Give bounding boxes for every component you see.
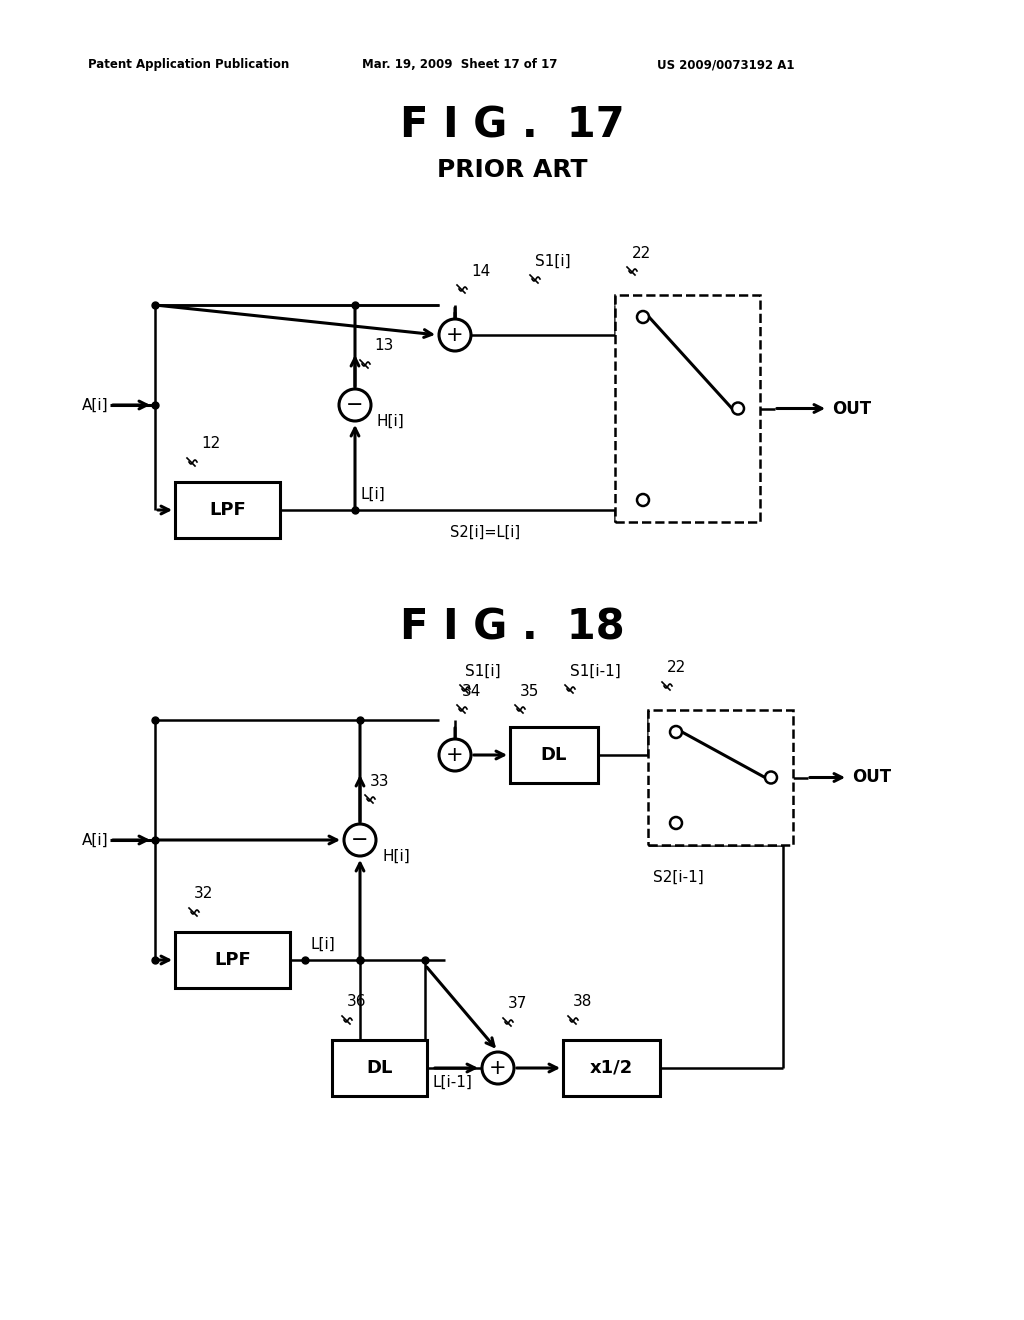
Text: +: + [446,325,464,345]
Bar [332,1040,427,1096]
Text: 38: 38 [573,994,592,1010]
Text: OUT: OUT [852,768,891,787]
Circle shape [482,1052,514,1084]
Text: A[i]: A[i] [81,833,108,847]
Bar [648,710,793,845]
Text: 13: 13 [374,338,393,354]
Text: H[i]: H[i] [377,413,404,429]
Text: S2[i-1]: S2[i-1] [653,870,703,884]
Text: F I G .  17: F I G . 17 [399,106,625,147]
Circle shape [439,739,471,771]
Text: 14: 14 [471,264,490,279]
Text: 12: 12 [201,437,220,451]
Text: 37: 37 [508,997,527,1011]
Text: L[i]: L[i] [310,936,335,952]
Text: 22: 22 [667,660,686,676]
Circle shape [344,824,376,855]
Text: 33: 33 [370,774,389,788]
Text: +: + [489,1059,507,1078]
Text: Patent Application Publication: Patent Application Publication [88,58,289,71]
Text: H[i]: H[i] [382,849,410,863]
Circle shape [670,817,682,829]
Text: US 2009/0073192 A1: US 2009/0073192 A1 [657,58,795,71]
Text: +: + [446,744,464,766]
Circle shape [670,726,682,738]
Text: L[i-1]: L[i-1] [432,1074,472,1089]
Circle shape [765,771,777,784]
Text: S2[i]=L[i]: S2[i]=L[i] [450,524,520,540]
Text: OUT: OUT [831,400,871,417]
Circle shape [339,389,371,421]
Text: PRIOR ART: PRIOR ART [437,158,587,182]
Text: 22: 22 [632,246,651,260]
Text: x1/2: x1/2 [590,1059,633,1077]
Bar [175,932,290,987]
Text: S1[i]: S1[i] [535,253,570,268]
Text: Mar. 19, 2009  Sheet 17 of 17: Mar. 19, 2009 Sheet 17 of 17 [362,58,557,71]
Text: S1[i-1]: S1[i-1] [570,664,621,678]
Text: LPF: LPF [209,502,246,519]
Text: −: − [351,830,369,850]
Circle shape [637,312,649,323]
Bar [175,482,280,539]
Text: DL: DL [541,746,567,764]
Text: S1[i]: S1[i] [465,664,501,678]
Bar [615,294,760,521]
Text: −: − [346,395,364,414]
Text: 32: 32 [194,887,213,902]
Text: DL: DL [367,1059,392,1077]
Bar [563,1040,660,1096]
Text: LPF: LPF [214,950,251,969]
Circle shape [439,319,471,351]
Text: 36: 36 [347,994,367,1010]
Text: L[i]: L[i] [360,487,385,502]
Circle shape [637,494,649,506]
Bar [510,727,598,783]
Circle shape [732,403,744,414]
Text: 34: 34 [462,684,481,698]
Text: 35: 35 [520,684,540,698]
Text: F I G .  18: F I G . 18 [399,607,625,649]
Text: A[i]: A[i] [81,397,108,412]
